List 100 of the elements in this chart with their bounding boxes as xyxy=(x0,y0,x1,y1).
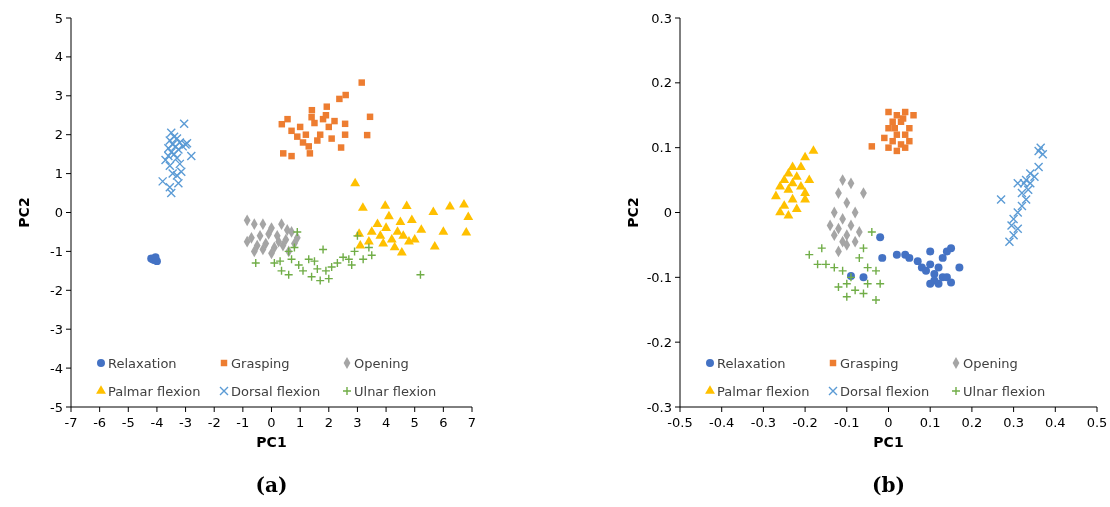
point xyxy=(302,131,310,138)
y-tick-label: -3 xyxy=(50,321,63,337)
x-tick-label: 2 xyxy=(324,415,333,430)
point xyxy=(294,133,301,140)
point xyxy=(396,246,407,256)
x-tick-label: 0.5 xyxy=(1086,415,1108,430)
point xyxy=(875,279,885,289)
point xyxy=(1038,149,1048,159)
point xyxy=(342,91,349,99)
point xyxy=(889,137,896,145)
point xyxy=(906,137,913,145)
point xyxy=(292,227,302,237)
legend-label: Opening xyxy=(963,355,1018,371)
point xyxy=(358,254,368,264)
point xyxy=(352,231,363,241)
point xyxy=(321,266,331,276)
point xyxy=(350,177,361,187)
point xyxy=(280,150,287,157)
point xyxy=(332,258,343,268)
point xyxy=(251,258,261,268)
point xyxy=(398,230,409,239)
point xyxy=(401,200,412,210)
point xyxy=(384,210,394,220)
point xyxy=(938,253,947,262)
point xyxy=(775,206,785,216)
point xyxy=(779,174,790,183)
point xyxy=(926,260,935,269)
point xyxy=(305,143,312,150)
point xyxy=(817,243,827,253)
point xyxy=(166,188,176,198)
point xyxy=(357,202,368,211)
point xyxy=(926,247,935,256)
text: (a) xyxy=(255,473,288,497)
point xyxy=(358,79,365,86)
point xyxy=(906,124,913,132)
legend-label: Ulnar flexion xyxy=(963,383,1046,399)
point xyxy=(833,282,844,292)
x-tick-label: -1 xyxy=(236,415,250,430)
point xyxy=(165,182,175,192)
x-tick-label: -2 xyxy=(207,415,221,430)
point xyxy=(306,150,314,157)
point xyxy=(323,103,331,110)
point xyxy=(375,230,386,239)
point xyxy=(808,145,819,154)
point xyxy=(160,155,171,165)
y-tick-label: -2 xyxy=(50,282,63,298)
legend-label: Relaxation xyxy=(717,355,786,371)
point xyxy=(173,178,184,189)
point xyxy=(389,241,400,251)
x-tick-label: -6 xyxy=(93,415,107,430)
point xyxy=(881,134,888,142)
point xyxy=(791,171,802,180)
x-tick-label: -5 xyxy=(121,415,135,430)
y-tick-label: -0.1 xyxy=(646,269,672,285)
legend-label: Palmar flexion xyxy=(717,383,810,399)
x-tick-label: -4 xyxy=(150,415,164,430)
x-axis-title: PC1 xyxy=(256,434,287,450)
x-tick-label: -3 xyxy=(179,415,193,430)
point xyxy=(341,131,349,138)
point xyxy=(893,131,901,138)
point xyxy=(783,210,794,219)
point xyxy=(934,263,943,272)
y-tick-label: 1 xyxy=(54,166,63,182)
point xyxy=(395,216,406,226)
point xyxy=(901,144,909,151)
y-tick-label: 0.3 xyxy=(651,10,672,26)
point xyxy=(275,256,285,266)
point xyxy=(889,118,896,125)
point xyxy=(363,235,374,245)
x-tick-label: 6 xyxy=(439,415,448,430)
point xyxy=(1004,236,1015,247)
legend-label: Dorsal flexion xyxy=(231,383,321,399)
point xyxy=(314,137,321,144)
x-tick-label: -0.5 xyxy=(667,415,693,430)
point xyxy=(885,124,892,132)
point xyxy=(326,262,337,272)
point xyxy=(905,253,914,262)
point xyxy=(892,250,901,259)
point xyxy=(1008,230,1019,240)
point xyxy=(299,139,307,146)
point xyxy=(1008,214,1019,224)
point xyxy=(878,253,887,262)
y-tick-label: -0.3 xyxy=(646,399,672,415)
point xyxy=(318,244,328,255)
point xyxy=(364,242,374,253)
x-tick-label: 0.1 xyxy=(919,415,941,430)
point xyxy=(926,279,935,288)
x-tick-label: -0.2 xyxy=(792,415,818,430)
point xyxy=(284,115,291,123)
point xyxy=(800,151,811,161)
point xyxy=(1006,220,1017,231)
point xyxy=(366,226,377,235)
point xyxy=(445,200,455,210)
x-tick-label: 0.4 xyxy=(1044,415,1066,430)
point xyxy=(179,119,189,129)
point xyxy=(996,194,1006,205)
x-tick-label: 7 xyxy=(467,415,477,430)
point xyxy=(901,131,909,138)
point xyxy=(858,243,869,253)
point xyxy=(316,131,324,138)
